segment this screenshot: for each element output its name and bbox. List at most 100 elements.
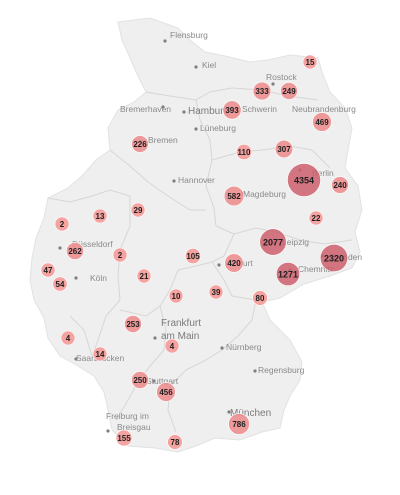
case-bubble[interactable]: 47: [40, 262, 56, 278]
case-bubble[interactable]: 22: [308, 210, 324, 226]
case-bubble[interactable]: 262: [66, 242, 84, 260]
case-count-label: 1271: [278, 270, 298, 280]
case-bubble-circle: [66, 242, 84, 260]
case-bubble[interactable]: 2077: [259, 228, 287, 256]
case-bubble[interactable]: 333: [252, 81, 272, 101]
case-bubble[interactable]: 10: [168, 288, 184, 304]
city-label-flensburg: Flensburg: [170, 30, 208, 40]
case-bubble[interactable]: 582: [223, 185, 245, 207]
case-bubble-circle: [252, 290, 268, 306]
case-count-label: 54: [56, 280, 65, 289]
case-bubble[interactable]: 226: [131, 135, 149, 153]
city-label-leipzig: Leipzig: [282, 237, 309, 247]
city-label-freiburg-im: Freiburg im: [106, 411, 149, 421]
case-bubble-circle: [131, 135, 149, 153]
case-bubble-circle: [136, 268, 152, 284]
germany-land-area: [29, 17, 363, 453]
case-bubble-circle: [224, 253, 244, 273]
case-bubble[interactable]: 105: [185, 248, 201, 264]
city-label-hannover: Hannover: [178, 175, 215, 185]
case-bubble-circle: [302, 54, 318, 70]
city-label-magdeburg: Magdeburg: [243, 189, 286, 199]
city-dot-flensburg: [163, 39, 167, 43]
city-label-berlin: Berlin: [312, 168, 334, 178]
case-bubble-circle: [52, 276, 68, 292]
case-bubble-circle: [287, 163, 321, 197]
case-bubble-circle: [259, 228, 287, 256]
case-count-label: 47: [44, 266, 53, 275]
case-count-label: 2: [118, 251, 123, 260]
case-bubble[interactable]: 4: [60, 330, 76, 346]
case-count-label: 14: [96, 350, 105, 359]
city-dot-erfurt: [217, 263, 221, 267]
city-dot-stuttgart: [152, 379, 156, 383]
case-bubble[interactable]: 2: [54, 216, 70, 232]
case-bubble[interactable]: 39: [208, 284, 224, 300]
case-bubble[interactable]: 110: [236, 144, 252, 160]
case-bubble[interactable]: 4: [164, 338, 180, 354]
case-bubble[interactable]: 307: [274, 139, 294, 159]
case-bubble-circle: [60, 330, 76, 346]
city-dot-rostock: [271, 82, 275, 86]
case-bubble-circle: [228, 413, 250, 435]
case-count-label: 307: [277, 145, 291, 154]
city-label-düsseldorf: Düsseldorf: [72, 239, 113, 249]
case-count-label: 39: [212, 288, 221, 297]
case-bubble[interactable]: 250: [131, 371, 149, 389]
case-bubble-circle: [280, 82, 298, 100]
case-bubble-circle: [252, 81, 272, 101]
case-count-label: 155: [117, 434, 131, 443]
case-bubble-circle: [115, 429, 133, 447]
case-bubble[interactable]: 54: [52, 276, 68, 292]
case-bubble[interactable]: 786: [228, 413, 250, 435]
case-bubble[interactable]: 1271: [275, 261, 301, 287]
case-bubble-circle: [131, 371, 149, 389]
case-bubble[interactable]: 13: [92, 208, 108, 224]
city-label-frankfurt: Frankfurt: [161, 318, 201, 329]
case-bubble-circle: [275, 261, 301, 287]
city-dot-bremerhaven: [161, 105, 165, 109]
case-bubble[interactable]: 15: [302, 54, 318, 70]
case-bubble[interactable]: 2320: [319, 243, 349, 273]
case-count-label: 250: [133, 376, 147, 385]
city-label-bremen: Bremen: [148, 135, 178, 145]
city-dot-lüneburg: [194, 127, 198, 131]
case-bubble-circle: [236, 144, 252, 160]
city-dot-köln: [74, 276, 78, 280]
case-bubble-circle: [156, 382, 176, 402]
case-bubble-circle: [223, 185, 245, 207]
city-dot-breisgau: [106, 429, 110, 433]
case-bubble[interactable]: 456: [156, 382, 176, 402]
case-bubble[interactable]: 469: [312, 112, 332, 132]
city-label-hamburg: Hamburg: [188, 106, 229, 117]
case-bubble[interactable]: 4354: [287, 163, 321, 197]
case-bubble[interactable]: 420: [224, 253, 244, 273]
case-count-label: 4: [170, 342, 175, 351]
case-bubble[interactable]: 240: [331, 176, 349, 194]
case-bubble[interactable]: 29: [130, 202, 146, 218]
city-label-köln: Köln: [90, 273, 107, 283]
case-count-label: 22: [312, 214, 321, 223]
case-count-label: 226: [133, 140, 147, 149]
city-dot-hamburg: [182, 110, 186, 114]
case-bubble[interactable]: 253: [124, 315, 142, 333]
case-count-label: 456: [159, 388, 173, 397]
case-bubble[interactable]: 393: [222, 100, 242, 120]
case-bubble-circle: [222, 100, 242, 120]
city-label-lüneburg: Lüneburg: [200, 123, 236, 133]
case-count-label: 393: [225, 106, 239, 115]
case-count-label: 333: [255, 87, 269, 96]
case-bubble[interactable]: 21: [136, 268, 152, 284]
case-bubble[interactable]: 14: [92, 346, 108, 362]
case-bubble[interactable]: 2: [112, 247, 128, 263]
case-bubble[interactable]: 80: [252, 290, 268, 306]
case-bubble-circle: [208, 284, 224, 300]
city-dot-kiel: [194, 65, 198, 69]
case-bubble[interactable]: 155: [115, 429, 133, 447]
city-label-münchen: München: [230, 408, 271, 419]
case-bubble[interactable]: 78: [167, 434, 183, 450]
case-bubble[interactable]: 249: [280, 82, 298, 100]
case-count-label: 249: [282, 87, 296, 96]
city-dot-frankfurt: [153, 336, 157, 340]
